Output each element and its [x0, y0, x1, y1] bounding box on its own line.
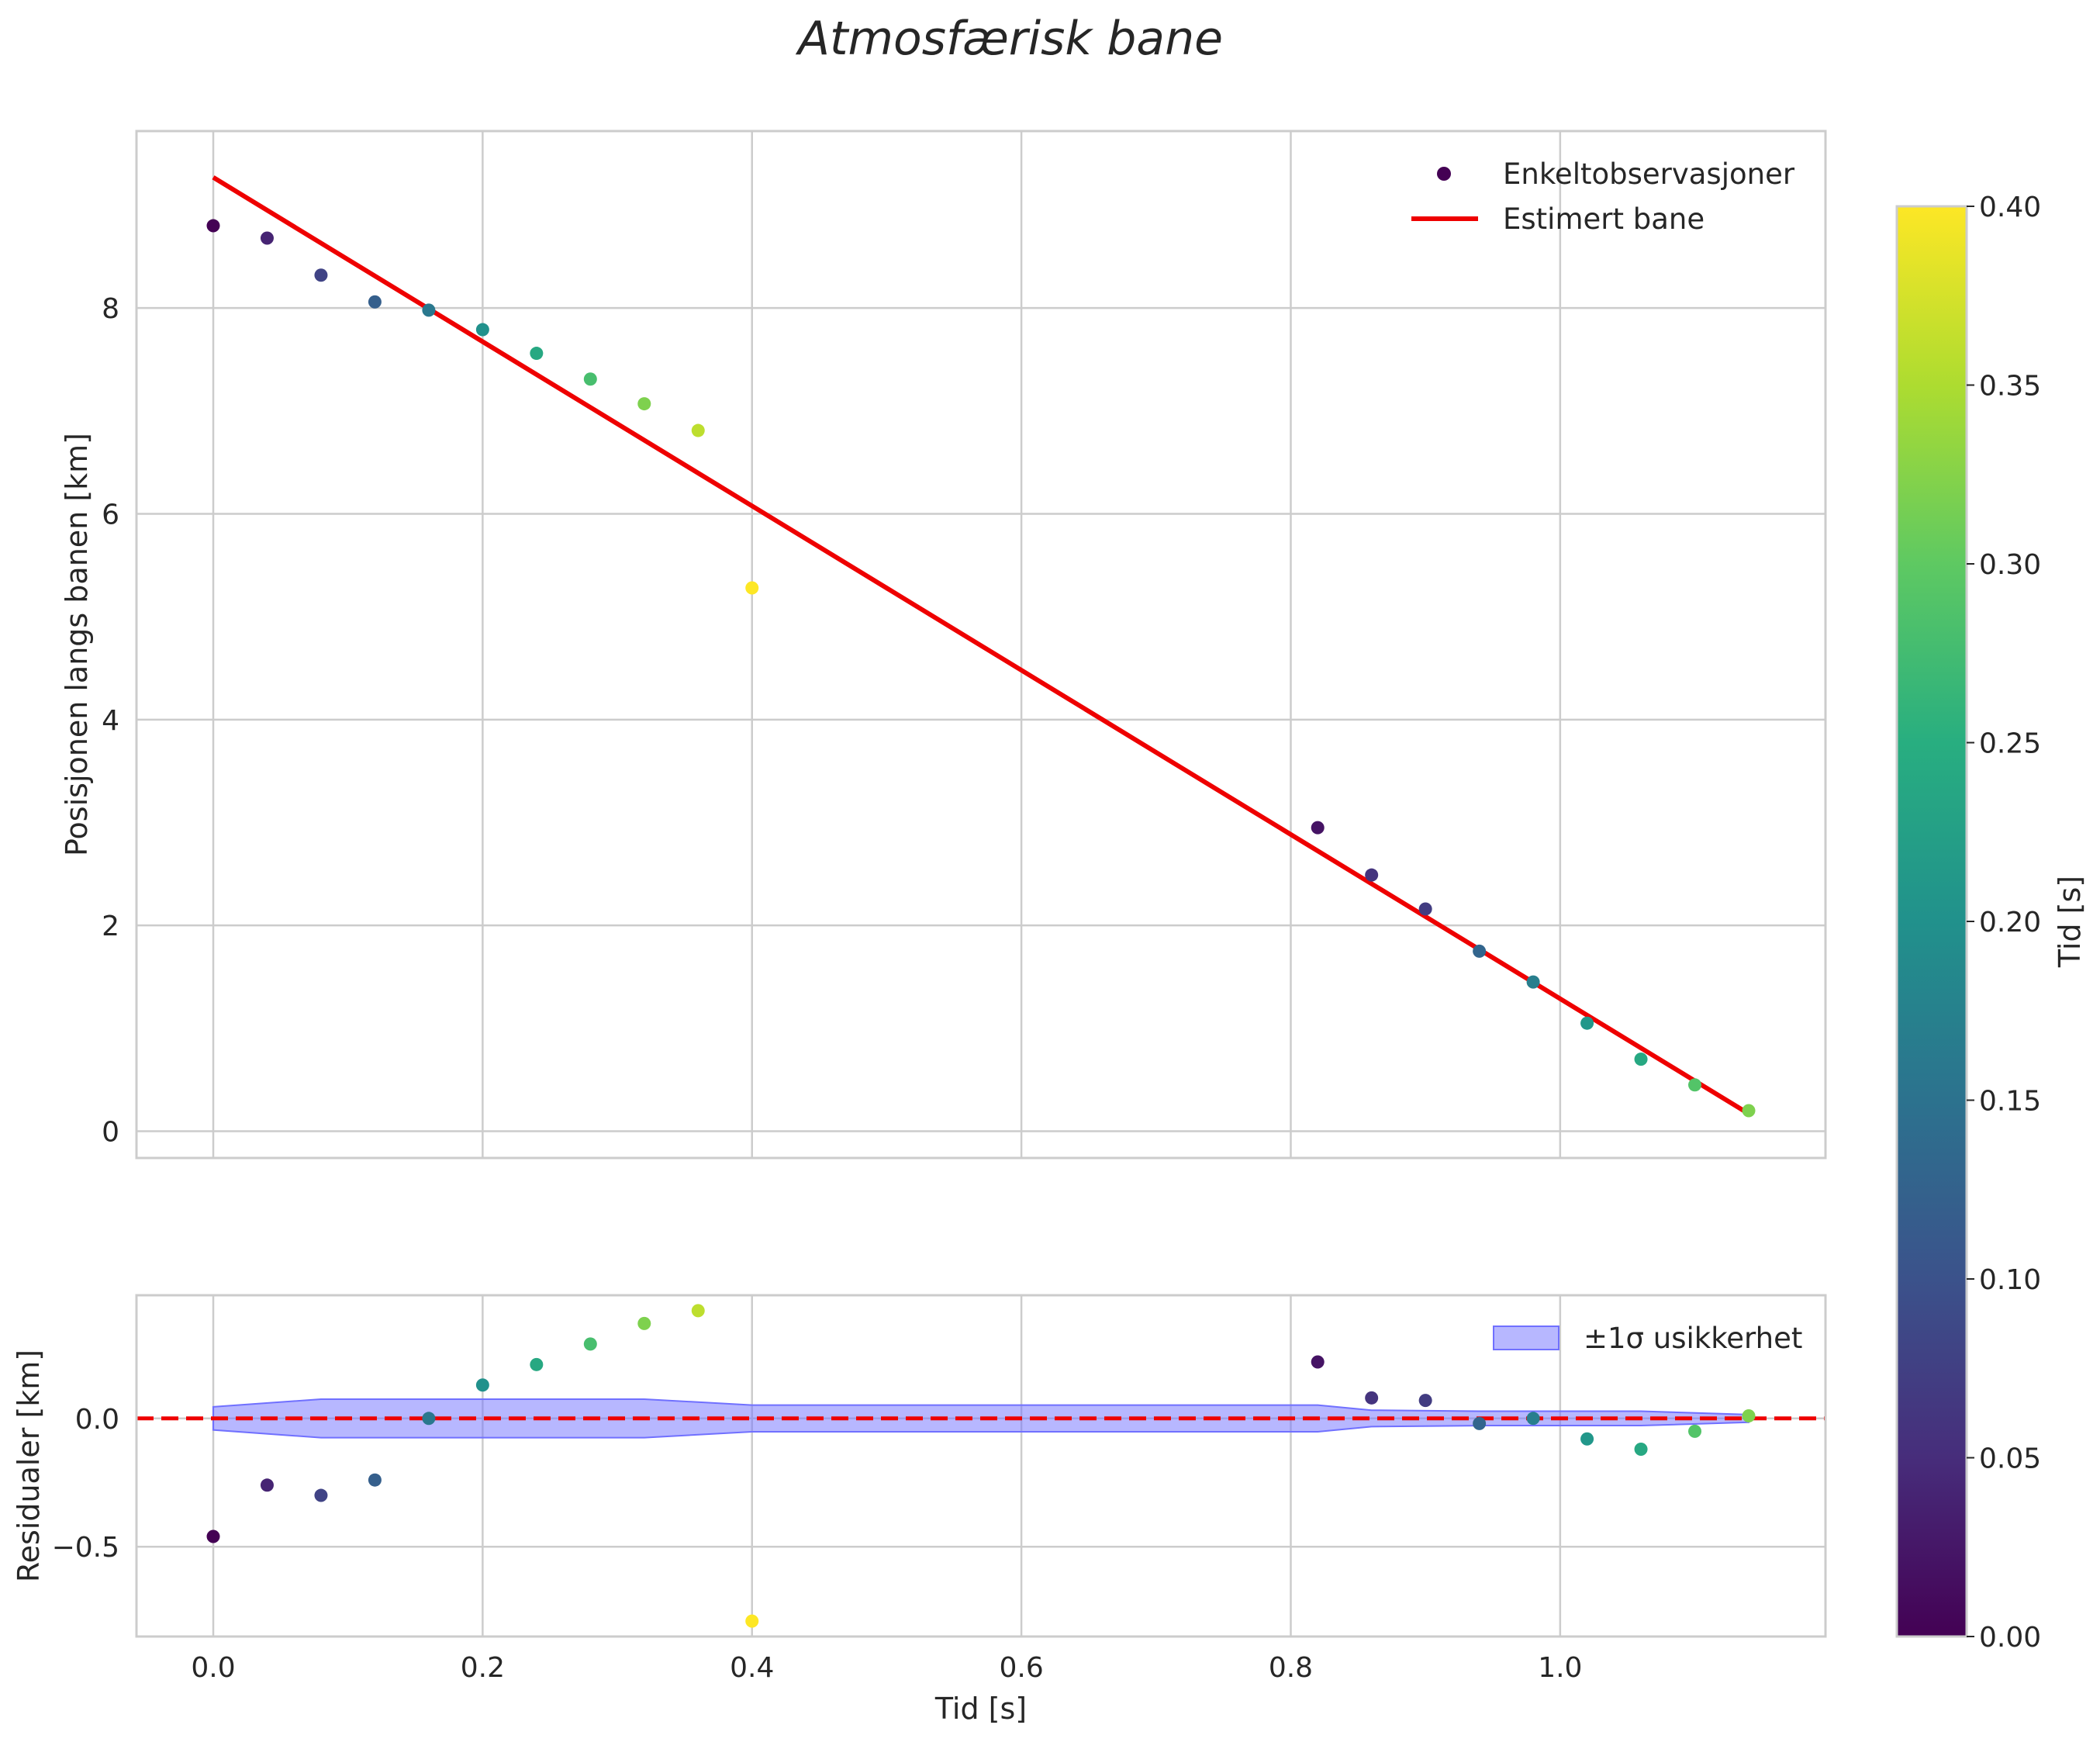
- x-tick-label: 0.4: [730, 1652, 774, 1684]
- legend-band-marker: [1493, 1326, 1559, 1350]
- observation-point: [1580, 1016, 1594, 1030]
- bottom-x-tick-labels: 0.0 0.2 0.4 0.6 0.8 1.0: [191, 1652, 1582, 1684]
- observation-point: [422, 303, 436, 317]
- colorbar-label: Tid [s]: [2053, 876, 2087, 968]
- residual-point: [422, 1412, 436, 1426]
- legend-line-label: Estimert bane: [1503, 202, 1705, 236]
- colorbar: 0.00 0.05 0.10 0.15 0.20 0.25 0.30 0.35 0.40 Tid…: [1895, 192, 2087, 1654]
- top-y-tick-label: 8: [102, 293, 119, 325]
- top-y-axis-label: Posisjonen langs banen [km]: [60, 433, 94, 856]
- residual-point: [1365, 1391, 1379, 1405]
- x-axis-label: Tid [s]: [934, 1692, 1027, 1726]
- observation-point: [314, 268, 328, 282]
- residual-point: [1580, 1432, 1594, 1446]
- residual-point: [475, 1378, 489, 1392]
- bottom-axes: −0.5 0.0 0.0 0.2 0.4 0.6 0.8 1.0 Residualer [k…: [12, 1294, 1827, 1726]
- bottom-y-tick-label: 0.0: [75, 1404, 119, 1436]
- x-tick-label: 0.2: [461, 1652, 505, 1684]
- observation-point: [637, 397, 651, 411]
- top-grid: [136, 131, 1825, 1158]
- residual-point: [1688, 1424, 1702, 1438]
- colorbar-tick-label: 0.15: [1979, 1086, 2041, 1118]
- bottom-y-tick-labels: −0.5 0.0: [52, 1404, 119, 1564]
- colorbar-tick-labels: 0.00 0.05 0.10 0.15 0.20 0.25 0.30 0.35 0.40: [1967, 192, 2041, 1654]
- observation-point: [1526, 975, 1540, 989]
- observation-point: [1473, 944, 1487, 958]
- residual-point: [314, 1488, 328, 1502]
- observation-point: [1365, 868, 1379, 882]
- residual-point: [1418, 1394, 1432, 1408]
- residual-point: [1311, 1355, 1325, 1369]
- bottom-y-tick-label: −0.5: [52, 1532, 119, 1564]
- colorbar-tick-label: 0.00: [1979, 1622, 2041, 1654]
- colorbar-tick-label: 0.30: [1979, 549, 2041, 581]
- observation-point: [368, 295, 382, 309]
- residual-point: [530, 1357, 544, 1371]
- fit-line: [212, 175, 1750, 1116]
- colorbar-tick-label: 0.20: [1979, 907, 2041, 938]
- legend-scatter-label: Enkeltobservasjoner: [1503, 157, 1795, 191]
- top-y-tick-label: 6: [102, 499, 119, 531]
- observation-point: [1634, 1052, 1648, 1066]
- residual-point: [206, 1529, 220, 1543]
- colorbar-tick-label: 0.25: [1979, 728, 2041, 760]
- top-axes-frame: [135, 130, 1827, 1160]
- observation-point: [1311, 821, 1325, 835]
- top-y-tick-labels: 0 2 4 6 8: [102, 293, 119, 1148]
- chart-title: Atmosfærisk bane: [795, 12, 1223, 66]
- colorbar-gradient: [1895, 205, 1968, 1638]
- residual-point: [691, 1304, 705, 1318]
- colorbar-tick-label: 0.40: [1979, 192, 2041, 223]
- top-y-tick-label: 0: [102, 1117, 119, 1149]
- colorbar-tick-label: 0.05: [1979, 1443, 2041, 1475]
- colorbar-tick-label: 0.10: [1979, 1264, 2041, 1296]
- residual-point: [745, 1614, 759, 1628]
- residual-point: [1634, 1442, 1648, 1456]
- x-tick-label: 0.8: [1269, 1652, 1313, 1684]
- observation-point: [475, 323, 489, 337]
- residual-point: [1473, 1416, 1487, 1430]
- top-axes: 0 2 4 6 8 Posisjonen langs banen [km] Enkelt…: [60, 130, 1827, 1160]
- top-y-tick-label: 4: [102, 705, 119, 737]
- bottom-plot-content: [136, 1304, 1825, 1628]
- observation-point: [206, 219, 220, 233]
- residual-point: [368, 1473, 382, 1487]
- observation-point: [745, 581, 759, 595]
- x-tick-label: 0.0: [191, 1652, 235, 1684]
- top-y-tick-label: 2: [102, 911, 119, 942]
- residual-point: [1526, 1412, 1540, 1426]
- residual-point: [260, 1478, 274, 1492]
- observation-point: [583, 372, 597, 386]
- bottom-grid: [136, 1295, 1825, 1637]
- residual-point: [1742, 1408, 1756, 1422]
- bottom-y-axis-label: Residualer [km]: [12, 1350, 46, 1582]
- observation-point: [1418, 902, 1432, 916]
- observation-point: [260, 231, 274, 245]
- top-legend: Enkeltobservasjoner Estimert bane: [1411, 157, 1795, 236]
- legend-band-label: ±1σ usikkerhet: [1584, 1322, 1802, 1355]
- observation-point: [1742, 1104, 1756, 1118]
- legend-scatter-marker: [1437, 167, 1451, 181]
- residual-point: [637, 1316, 651, 1330]
- bottom-axes-frame: [135, 1294, 1827, 1638]
- observation-point: [691, 423, 705, 437]
- residual-point: [583, 1337, 597, 1351]
- observation-point: [530, 347, 544, 361]
- top-plot-content: [206, 175, 1756, 1118]
- bottom-legend: ±1σ usikkerhet: [1493, 1322, 1802, 1355]
- colorbar-tick-label: 0.35: [1979, 371, 2041, 403]
- x-tick-label: 0.6: [999, 1652, 1043, 1684]
- observation-point: [1688, 1078, 1702, 1092]
- x-tick-label: 1.0: [1538, 1652, 1582, 1684]
